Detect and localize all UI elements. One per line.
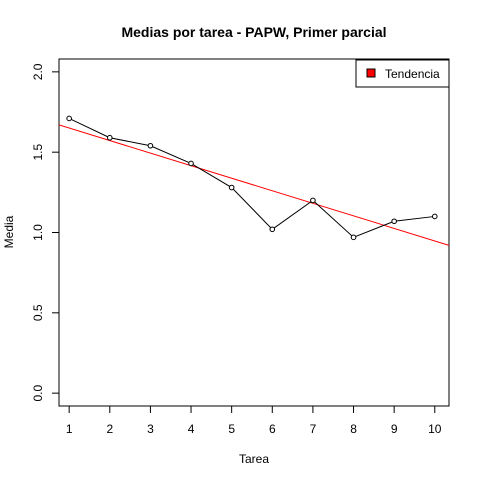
data-point xyxy=(106,134,113,141)
data-point xyxy=(350,234,357,241)
chart-title: Medias por tarea - PAPW, Primer parcial xyxy=(121,24,386,40)
y-axis: 0.0 0.5 1.0 1.5 2.0 xyxy=(31,63,59,401)
x-axis-label: Tarea xyxy=(239,452,269,466)
y-axis-label: Media xyxy=(2,215,16,248)
x-tick-label: 6 xyxy=(269,422,276,436)
data-point xyxy=(431,213,438,220)
y-tick-label: 0.5 xyxy=(31,304,45,321)
x-tick-label: 3 xyxy=(147,422,154,436)
data-point xyxy=(391,218,397,225)
data-point xyxy=(228,184,235,191)
y-tick-label: 1.5 xyxy=(31,144,45,161)
x-tick-label: 8 xyxy=(350,422,357,436)
x-tick-label: 7 xyxy=(310,422,317,436)
series-layer xyxy=(66,115,438,241)
x-tick-label: 9 xyxy=(391,422,398,436)
data-point xyxy=(269,226,276,233)
data-point xyxy=(147,142,154,149)
x-tick-label: 2 xyxy=(106,422,113,436)
legend-swatch-tendencia xyxy=(366,68,376,78)
data-point xyxy=(310,197,316,204)
legend: Tendencia xyxy=(355,59,450,88)
y-tick-label: 0.0 xyxy=(31,384,45,401)
x-tick-label: 5 xyxy=(228,422,235,436)
data-point xyxy=(66,115,72,122)
x-axis: 1 2 3 4 5 6 7 8 9 10 xyxy=(66,406,442,436)
x-tick-label: 10 xyxy=(428,422,442,436)
x-tick-label: 1 xyxy=(66,422,73,436)
x-tick-label: 4 xyxy=(188,422,195,436)
series-line xyxy=(68,117,435,238)
y-tick-label: 2.0 xyxy=(31,63,45,80)
legend-label-tendencia: Tendencia xyxy=(385,67,440,81)
y-tick-label: 1.0 xyxy=(31,224,45,241)
data-point xyxy=(188,160,194,167)
